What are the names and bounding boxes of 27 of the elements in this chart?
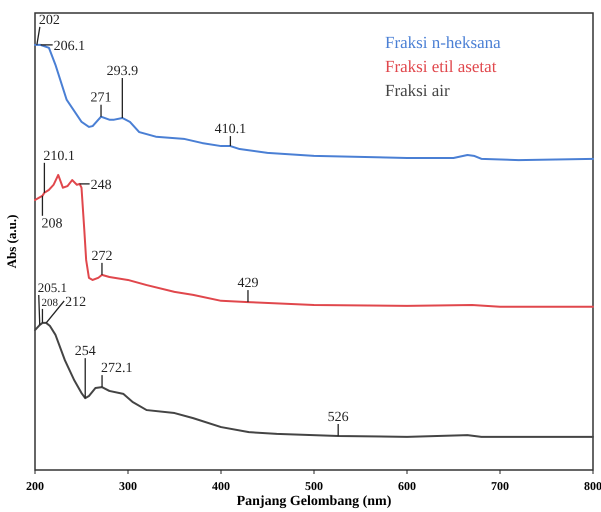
- text: Fraksi air: [385, 81, 450, 100]
- annotation: 271: [90, 90, 112, 106]
- x-tick-label: 300: [119, 479, 137, 493]
- x-tick-label: 500: [305, 479, 323, 493]
- annotation: 205.1: [38, 280, 67, 296]
- annotation: 293.9: [106, 64, 138, 80]
- text: Fraksi n-heksana: [385, 33, 502, 52]
- text: Fraksi etil asetat: [385, 57, 497, 76]
- y-axis-title: Abs (a.u.): [4, 214, 19, 268]
- annotation: 210.1: [43, 148, 75, 164]
- x-tick-label: 200: [26, 479, 44, 493]
- x-axis-title: Panjang Gelombang (nm): [236, 494, 392, 509]
- annotation: 248: [90, 178, 112, 193]
- annotation: 208: [41, 216, 62, 232]
- x-tick-label: 400: [212, 479, 230, 493]
- annotation: 272: [91, 248, 112, 264]
- annotation: 410.1: [214, 122, 246, 138]
- annotation: 208: [41, 296, 58, 309]
- annotation: 202: [38, 12, 60, 28]
- x-tick-label: 700: [491, 479, 509, 493]
- x-tick-label: 600: [398, 479, 416, 493]
- annotation: 254: [74, 344, 96, 360]
- annotation: 429: [237, 276, 258, 292]
- annotation: 526: [328, 410, 349, 425]
- annotation: 206.1: [54, 38, 86, 54]
- annotation: 212: [65, 294, 86, 310]
- annotation: 272.1: [101, 361, 133, 376]
